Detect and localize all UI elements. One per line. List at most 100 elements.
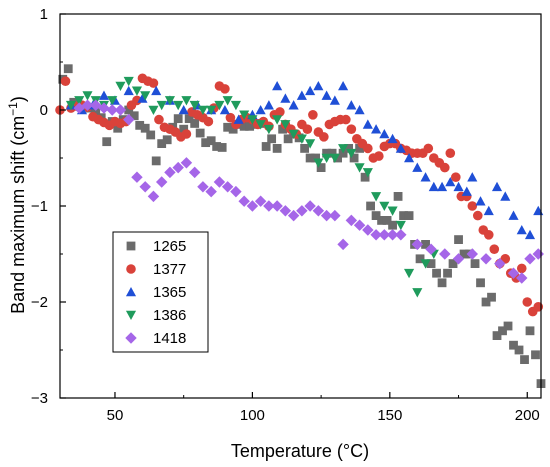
data-point [338, 80, 349, 91]
data-point [346, 124, 357, 134]
data-point [107, 96, 118, 106]
data-point [275, 107, 285, 117]
data-point [320, 209, 333, 222]
data-point [228, 124, 238, 134]
data-point [267, 134, 277, 144]
data-point [393, 192, 403, 201]
data-point [214, 100, 225, 111]
data-point [205, 185, 217, 198]
data-point [102, 137, 112, 147]
data-point [123, 76, 134, 87]
data-point [212, 142, 222, 151]
data-point [221, 181, 234, 193]
series-1386 [65, 76, 439, 298]
data-point [154, 114, 164, 125]
data-point [459, 249, 469, 259]
data-point [321, 90, 332, 100]
data-point [164, 96, 176, 106]
data-point [288, 100, 299, 110]
data-point [213, 176, 226, 188]
data-point [201, 138, 211, 148]
data-point [445, 176, 456, 187]
data-point [338, 144, 349, 154]
data-point [263, 200, 275, 212]
legend-label: 1265 [153, 238, 186, 255]
data-point [470, 259, 480, 268]
data-point [304, 200, 316, 212]
data-point [531, 350, 540, 360]
x-tick-label: 150 [377, 407, 402, 424]
data-point [238, 195, 250, 207]
data-point [82, 91, 93, 101]
y-tick-label: −1 [31, 198, 48, 215]
data-point [272, 144, 282, 153]
data-point [333, 153, 343, 163]
data-point [395, 229, 407, 241]
legend-item: 1365 [125, 284, 186, 301]
data-point [360, 172, 370, 182]
data-point [467, 172, 478, 182]
data-point [476, 278, 485, 288]
data-point [65, 100, 77, 111]
data-point [261, 142, 271, 151]
data-point [428, 181, 439, 192]
data-point [500, 191, 511, 201]
data-point [437, 278, 447, 288]
data-point [172, 161, 184, 174]
data-point [225, 112, 236, 123]
data-point [217, 143, 227, 152]
legend-marker [125, 332, 137, 344]
data-point [179, 124, 189, 134]
data-point [190, 119, 200, 128]
data-point [425, 243, 437, 255]
data-point [412, 162, 423, 172]
data-point [450, 172, 461, 182]
data-point [255, 120, 266, 130]
legend-item: 1386 [125, 307, 186, 324]
data-point [300, 144, 310, 153]
data-point [520, 355, 529, 364]
legend-label: 1386 [153, 307, 186, 324]
data-point [272, 80, 283, 91]
data-point [305, 153, 315, 163]
data-point [313, 158, 324, 168]
legend-marker [126, 241, 136, 251]
data-point [296, 205, 308, 217]
data-point [349, 153, 359, 163]
data-point [319, 132, 329, 142]
data-point [395, 143, 406, 153]
data-point [157, 139, 167, 148]
y-tick-label: −3 [31, 390, 48, 407]
data-point [311, 153, 321, 163]
data-point [386, 229, 399, 241]
data-point [399, 211, 408, 220]
data-point [346, 100, 357, 110]
data-point [222, 96, 233, 106]
data-point [151, 156, 161, 166]
data-point [466, 248, 479, 260]
y-axis-title-superscript: −1 [6, 102, 20, 116]
data-point [230, 100, 241, 111]
data-point [467, 201, 478, 211]
legend-item: 1377 [126, 261, 186, 278]
data-point [363, 143, 373, 154]
y-axis-title-main: Band maximum shift (cm [8, 116, 28, 314]
data-point [420, 172, 431, 182]
data-point [374, 151, 384, 161]
data-point [74, 96, 85, 106]
data-point [532, 248, 544, 260]
data-point [329, 153, 340, 164]
data-point [489, 244, 500, 254]
data-point [341, 114, 351, 125]
legend-item: 1418 [125, 330, 186, 347]
data-point [137, 93, 148, 103]
data-point [139, 181, 151, 193]
legend: 1265 1377 1365 1386 1418 [112, 231, 209, 353]
data-point [122, 113, 135, 126]
data-point [355, 144, 364, 153]
data-point [106, 104, 118, 116]
data-point [345, 214, 358, 227]
data-point [164, 166, 176, 179]
data-point [312, 205, 325, 217]
data-point [283, 134, 293, 144]
